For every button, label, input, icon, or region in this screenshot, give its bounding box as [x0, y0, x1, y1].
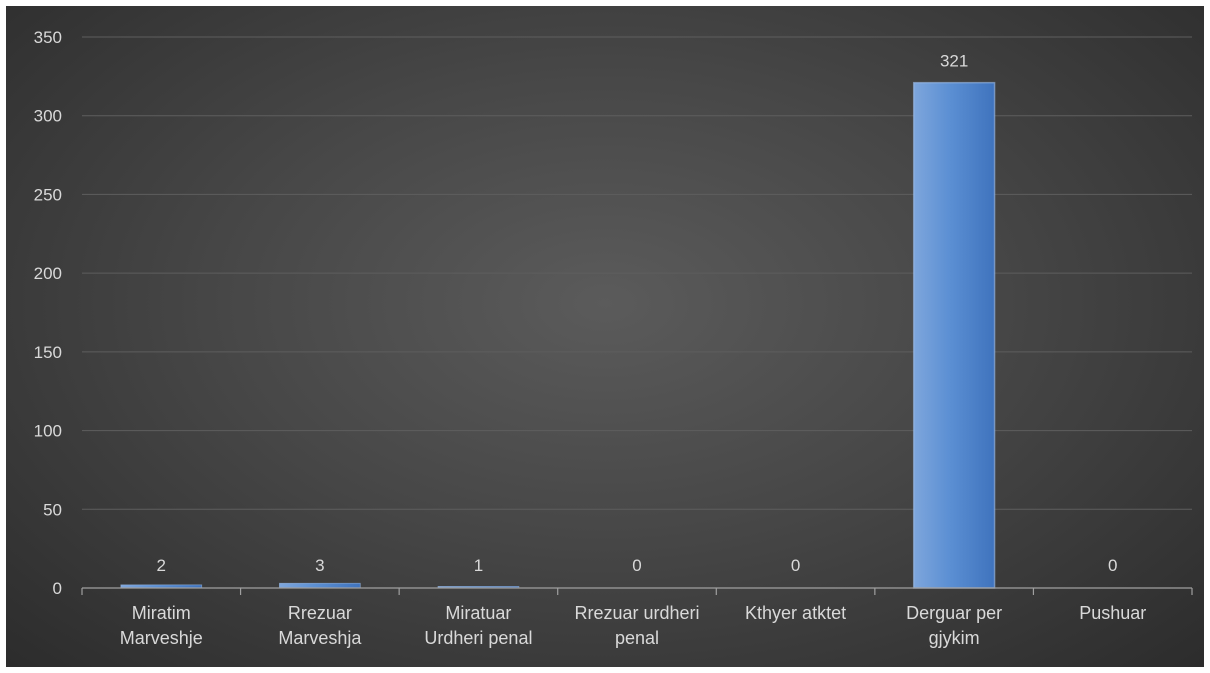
category-label: Marveshja: [278, 628, 362, 648]
category-label: Miratuar: [445, 603, 511, 623]
category-label: Miratim: [132, 603, 191, 623]
data-label: 0: [1108, 556, 1117, 575]
data-labels: 2 3 1 0 0 321 0: [157, 52, 1118, 575]
y-tick-label: 50: [43, 500, 62, 519]
category-label: Marveshje: [120, 628, 203, 648]
bars: [120, 81, 996, 589]
y-tick-label: 100: [34, 422, 62, 441]
y-tick-label: 0: [53, 579, 62, 598]
y-tick-label: 250: [34, 185, 62, 204]
category-label: Derguar per: [906, 603, 1002, 623]
data-label: 0: [791, 556, 800, 575]
category-label: penal: [615, 628, 659, 648]
bar: [279, 582, 361, 589]
gridlines: [82, 36, 1192, 510]
category-label: Urdheri penal: [424, 628, 532, 648]
category-label: Rrezuar: [288, 603, 352, 623]
category-label: Pushuar: [1079, 603, 1146, 623]
data-label: 0: [632, 556, 641, 575]
y-tick-label: 200: [34, 264, 62, 283]
chart-frame: 0 50 100 150 200 250 300 350 Miratim Marveshje Rr…: [6, 6, 1204, 667]
y-tick-label: 150: [34, 343, 62, 362]
data-label: 321: [940, 52, 968, 71]
data-label: 3: [315, 556, 324, 575]
category-label: Kthyer atktet: [745, 603, 846, 623]
y-tick-labels: 0 50 100 150 200 250 300 350: [34, 28, 62, 598]
bar: [912, 81, 996, 589]
y-tick-label: 300: [34, 107, 62, 126]
category-label: Rrezuar urdheri: [574, 603, 699, 623]
y-tick-label: 350: [34, 28, 62, 47]
x-tick-labels: Miratim Marveshje Rrezuar Marveshja Miratuar…: [120, 603, 1146, 648]
category-label: gjykim: [929, 628, 980, 648]
data-label: 2: [157, 556, 166, 575]
x-axis: [81, 587, 1193, 595]
data-label: 1: [474, 556, 483, 575]
